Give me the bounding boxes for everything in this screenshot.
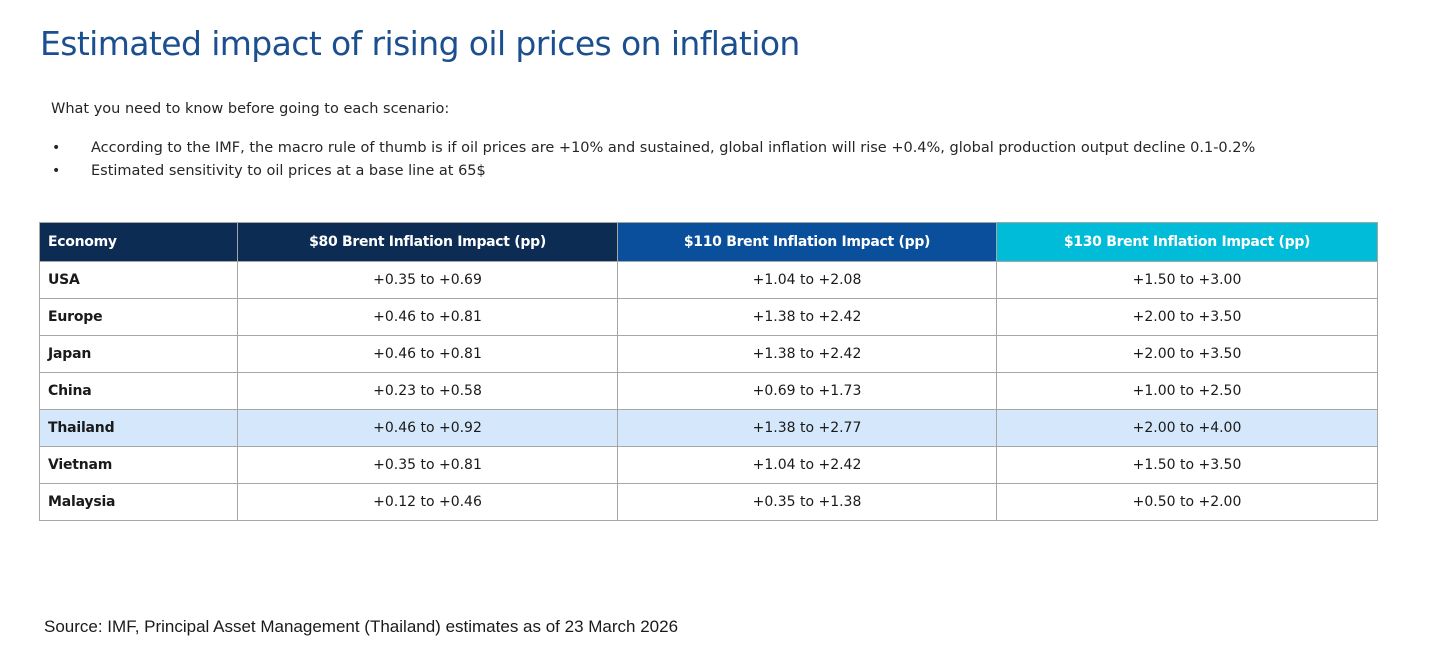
- bullet-item: • Estimated sensitivity to oil prices at…: [51, 161, 1255, 184]
- bullet-list: • According to the IMF, the macro rule o…: [51, 138, 1255, 184]
- cell-economy: China: [39, 372, 238, 410]
- cell-impact-110: +0.35 to +1.38: [617, 483, 997, 521]
- cell-economy: USA: [39, 261, 238, 299]
- cell-impact-80: +0.23 to +0.58: [237, 372, 618, 410]
- cell-impact-80: +0.46 to +0.81: [237, 298, 618, 336]
- cell-impact-110: +1.04 to +2.42: [617, 446, 997, 484]
- cell-impact-130: +0.50 to +2.00: [996, 483, 1378, 521]
- table-row-highlighted: Thailand +0.46 to +0.92 +1.38 to +2.77 +…: [39, 409, 1378, 447]
- cell-impact-110: +0.69 to +1.73: [617, 372, 997, 410]
- table-row: Vietnam +0.35 to +0.81 +1.04 to +2.42 +1…: [39, 446, 1378, 484]
- cell-economy: Japan: [39, 335, 238, 373]
- cell-impact-130: +1.50 to +3.00: [996, 261, 1378, 299]
- bullet-icon: •: [52, 140, 61, 156]
- cell-economy: Europe: [39, 298, 238, 336]
- cell-impact-80: +0.46 to +0.81: [237, 335, 618, 373]
- table-row: Japan +0.46 to +0.81 +1.38 to +2.42 +2.0…: [39, 335, 1378, 373]
- cell-impact-130: +2.00 to +4.00: [996, 409, 1378, 447]
- cell-impact-130: +2.00 to +3.50: [996, 335, 1378, 373]
- bullet-text: Estimated sensitivity to oil prices at a…: [91, 163, 486, 179]
- cell-impact-130: +2.00 to +3.50: [996, 298, 1378, 336]
- header-80-brent: $80 Brent Inflation Impact (pp): [237, 222, 618, 262]
- table-row: China +0.23 to +0.58 +0.69 to +1.73 +1.0…: [39, 372, 1378, 410]
- cell-impact-110: +1.38 to +2.42: [617, 298, 997, 336]
- table-row: USA +0.35 to +0.69 +1.04 to +2.08 +1.50 …: [39, 261, 1378, 299]
- cell-economy: Thailand: [39, 409, 238, 447]
- bullet-text: According to the IMF, the macro rule of …: [91, 140, 1256, 156]
- cell-impact-110: +1.38 to +2.42: [617, 335, 997, 373]
- page-title: Estimated impact of rising oil prices on…: [40, 24, 800, 63]
- cell-impact-80: +0.35 to +0.69: [237, 261, 618, 299]
- cell-impact-130: +1.00 to +2.50: [996, 372, 1378, 410]
- bullet-icon: •: [52, 163, 61, 179]
- bullet-item: • According to the IMF, the macro rule o…: [51, 138, 1255, 161]
- intro-text: What you need to know before going to ea…: [51, 101, 450, 117]
- header-110-brent: $110 Brent Inflation Impact (pp): [617, 222, 997, 262]
- cell-impact-110: +1.38 to +2.77: [617, 409, 997, 447]
- header-130-brent: $130 Brent Inflation Impact (pp): [996, 222, 1378, 262]
- cell-impact-80: +0.35 to +0.81: [237, 446, 618, 484]
- cell-economy: Vietnam: [39, 446, 238, 484]
- source-note: Source: IMF, Principal Asset Management …: [44, 617, 679, 636]
- header-economy: Economy: [39, 222, 238, 262]
- table-header-row: Economy $80 Brent Inflation Impact (pp) …: [39, 222, 1378, 262]
- cell-impact-80: +0.12 to +0.46: [237, 483, 618, 521]
- cell-economy: Malaysia: [39, 483, 238, 521]
- cell-impact-80: +0.46 to +0.92: [237, 409, 618, 447]
- table-row: Europe +0.46 to +0.81 +1.38 to +2.42 +2.…: [39, 298, 1378, 336]
- cell-impact-130: +1.50 to +3.50: [996, 446, 1378, 484]
- inflation-impact-table: Economy $80 Brent Inflation Impact (pp) …: [39, 222, 1378, 521]
- cell-impact-110: +1.04 to +2.08: [617, 261, 997, 299]
- table-row: Malaysia +0.12 to +0.46 +0.35 to +1.38 +…: [39, 483, 1378, 521]
